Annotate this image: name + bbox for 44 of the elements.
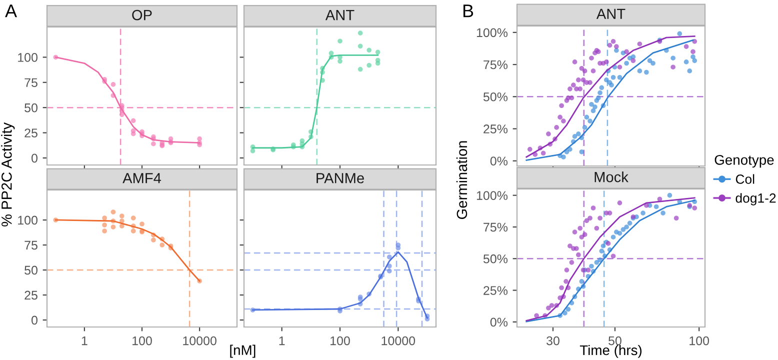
- y-tick-label: 0%: [490, 156, 508, 166]
- chart-title: Mock: [594, 172, 628, 182]
- legend-label: Col: [736, 174, 754, 184]
- y-tick-label: 100: [18, 53, 38, 62]
- x-tick-label: 50: [608, 336, 622, 346]
- y-tick-label: 50: [24, 266, 38, 275]
- y-tick-label: 0%: [490, 318, 508, 327]
- x-tick-label: 1: [279, 336, 285, 346]
- y-tick-label: 75%: [484, 222, 508, 232]
- y-tick-label: 75%: [484, 60, 508, 70]
- y-axis-title: % PP2C Activity: [1, 122, 15, 226]
- y-tick-label: 100%: [476, 28, 508, 38]
- x-axis-title: [nM]: [230, 344, 256, 358]
- y-tick-label: 50%: [483, 92, 508, 102]
- legend-label: dog1-2: [736, 193, 776, 206]
- x-tick-label: 100: [690, 336, 710, 346]
- x-tick-label: 100: [330, 336, 350, 346]
- y-tick-label: 50: [24, 103, 38, 112]
- text: B: [463, 4, 474, 18]
- y-tick-label: 0: [32, 316, 38, 325]
- x-tick-label: 100: [132, 336, 152, 346]
- chart-title: AMF4: [122, 173, 162, 184]
- chart-title: ANT: [325, 10, 354, 20]
- legend-title: Genotype: [714, 154, 774, 168]
- chart-title: PANMe: [316, 173, 364, 184]
- x-tick-label: 1: [82, 336, 88, 346]
- y-tick-label: 100: [18, 216, 38, 225]
- y-tick-label: 50%: [483, 254, 508, 264]
- y-tick-label: 75: [24, 240, 38, 250]
- chart-title: ANT: [596, 8, 626, 19]
- x-tick-label: 10000: [382, 336, 416, 346]
- y-tick-label: 25: [24, 290, 38, 300]
- y-tick-label: 25: [24, 128, 38, 138]
- y-tick-label: 0: [32, 154, 38, 163]
- y-axis-title: Germination: [456, 141, 468, 219]
- x-tick-label: 30: [546, 336, 560, 346]
- y-tick-label: 100%: [476, 191, 508, 200]
- chart-title: OP: [132, 10, 152, 20]
- y-tick-label: 75: [24, 78, 38, 88]
- x-tick-label: 10000: [183, 336, 216, 346]
- y-tick-label: 25%: [484, 286, 508, 295]
- y-tick-label: 25%: [484, 124, 508, 134]
- text: A: [5, 4, 18, 18]
- x-axis-title: Time (hrs): [580, 344, 642, 358]
